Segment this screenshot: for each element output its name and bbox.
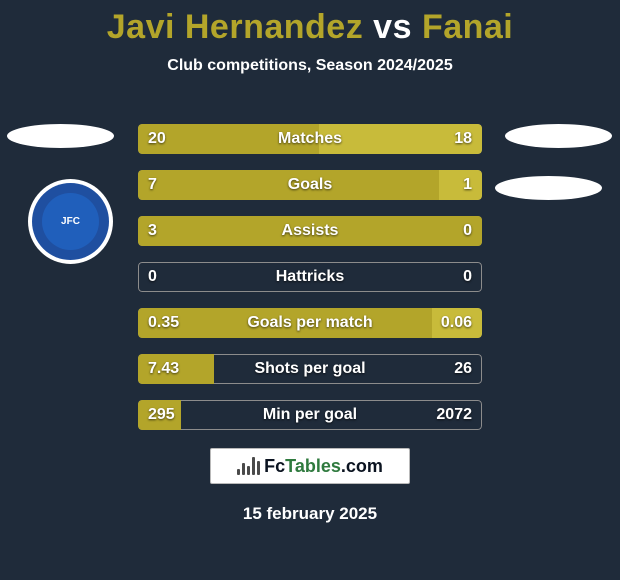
stat-bar-player2 <box>319 124 482 154</box>
stat-row: 30Assists <box>138 216 482 246</box>
comparison-subtitle: Club competitions, Season 2024/2025 <box>0 57 620 75</box>
stat-bar-player1 <box>138 216 482 246</box>
stat-bar-player1 <box>138 400 181 430</box>
player1-club-badge: JFC <box>28 179 113 264</box>
stat-bar-player1 <box>138 124 319 154</box>
stat-row: 7.4326Shots per goal <box>138 354 482 384</box>
stat-row: 71Goals <box>138 170 482 200</box>
bar-chart-icon <box>237 457 260 475</box>
player1-name: Javi Hernandez <box>107 8 363 46</box>
player1-photo-placeholder <box>7 124 114 148</box>
player2-club-placeholder <box>495 176 602 200</box>
stat-row: 2018Matches <box>138 124 482 154</box>
stat-row: 0.350.06Goals per match <box>138 308 482 338</box>
stat-bar-player2 <box>432 308 482 338</box>
stat-bar-player1 <box>138 354 214 384</box>
fctables-watermark: FcTables.com <box>210 448 410 484</box>
brand-text: FcTables.com <box>264 456 383 477</box>
stat-row: 00Hattricks <box>138 262 482 292</box>
comparison-date: 15 february 2025 <box>0 504 620 524</box>
player2-name: Fanai <box>422 8 513 46</box>
stat-bar-player1 <box>138 308 432 338</box>
comparison-title: Javi Hernandez vs Fanai <box>0 0 620 47</box>
club-badge-text: JFC <box>61 216 80 227</box>
stats-bars: 2018Matches 71Goals 30Assists 00Hattricks 0.… <box>138 124 482 446</box>
player2-photo-placeholder <box>505 124 612 148</box>
stat-bar-player2 <box>439 170 482 200</box>
vs-text: vs <box>373 8 412 46</box>
stat-row: 2952072Min per goal <box>138 400 482 430</box>
stat-bar-player1 <box>138 170 439 200</box>
